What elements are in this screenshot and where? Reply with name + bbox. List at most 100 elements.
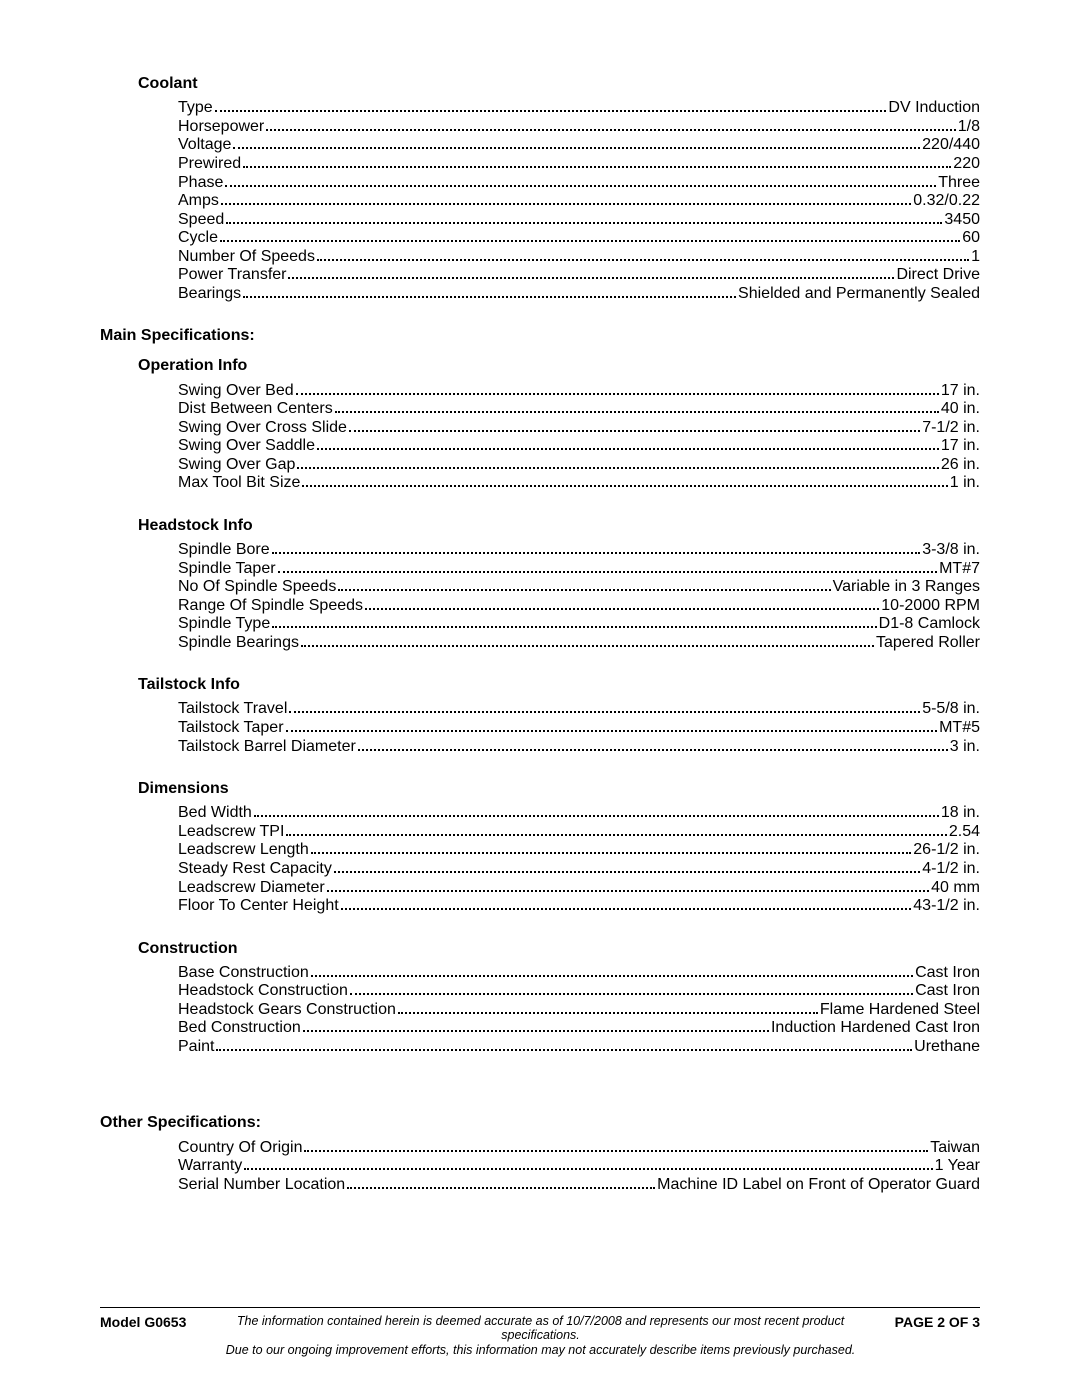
spec-label: Amps bbox=[178, 192, 219, 210]
spec-row: PaintUrethane bbox=[178, 1038, 980, 1057]
spec-label: Warranty bbox=[178, 1157, 242, 1175]
dot-leader bbox=[327, 878, 929, 891]
spec-value: DV Induction bbox=[888, 99, 980, 117]
spec-value: 18 in. bbox=[941, 804, 980, 822]
dot-leader bbox=[216, 1038, 912, 1051]
dot-leader bbox=[226, 210, 942, 223]
spec-row: Spindle Bore3-3/8 in. bbox=[178, 541, 980, 560]
spec-row: Spindle TypeD1-8 Camlock bbox=[178, 615, 980, 634]
footer-model: Model G0653 bbox=[100, 1314, 186, 1330]
dot-leader bbox=[278, 559, 938, 572]
footer-divider bbox=[100, 1307, 980, 1308]
spec-row: No Of Spindle Speeds Variable in 3 Ranges bbox=[178, 578, 980, 597]
dot-leader bbox=[349, 419, 920, 432]
dot-leader bbox=[244, 1157, 932, 1170]
spec-value: 60 bbox=[962, 229, 980, 247]
dot-leader bbox=[335, 400, 939, 413]
spec-value: Taiwan bbox=[930, 1139, 980, 1157]
dimensions-rows: Bed Width18 in.Leadscrew TPI2.54Leadscre… bbox=[178, 804, 980, 915]
spec-value: 40 mm bbox=[931, 879, 980, 897]
dot-leader bbox=[301, 634, 874, 647]
spec-value: 1 Year bbox=[935, 1157, 980, 1175]
spec-label: Leadscrew Diameter bbox=[178, 879, 325, 897]
spec-value: 17 in. bbox=[941, 437, 980, 455]
headstock-heading: Headstock Info bbox=[138, 517, 980, 535]
spec-label: Spindle Bearings bbox=[178, 634, 299, 652]
spec-value: 2.54 bbox=[949, 823, 980, 841]
spec-page: Coolant Type DV Induction Horsepower 1/8Vol… bbox=[0, 0, 1080, 1194]
dot-leader bbox=[297, 456, 938, 469]
dot-leader bbox=[365, 597, 879, 610]
spec-row: Dist Between Centers40 in. bbox=[178, 400, 980, 419]
spec-value: 220/440 bbox=[922, 136, 980, 154]
dot-leader bbox=[358, 737, 948, 750]
spec-row: Bed Width18 in. bbox=[178, 804, 980, 823]
construction-rows: Base ConstructionCast IronHeadstock Cons… bbox=[178, 964, 980, 1057]
spec-value: 0.32/0.22 bbox=[913, 192, 980, 210]
dot-leader bbox=[302, 474, 947, 487]
spec-row: Steady Rest Capacity4-1/2 in. bbox=[178, 860, 980, 879]
spec-value: Direct Drive bbox=[896, 266, 980, 284]
spec-row: Prewired220 bbox=[178, 155, 980, 174]
footer-disclaimer: The information contained herein is deem… bbox=[186, 1314, 894, 1357]
footer-page: PAGE 2 OF 3 bbox=[895, 1314, 980, 1330]
spec-label: No Of Spindle Speeds bbox=[178, 578, 336, 596]
spec-label: Bearings bbox=[178, 285, 241, 303]
other-rows: Country Of OriginTaiwanWarranty1 YearSer… bbox=[178, 1138, 980, 1194]
dot-leader bbox=[233, 136, 920, 149]
spec-row: Tailstock TaperMT#5 bbox=[178, 719, 980, 738]
spec-row: PhaseThree bbox=[178, 173, 980, 192]
dot-leader bbox=[272, 541, 921, 554]
spec-value: 26 in. bbox=[941, 456, 980, 474]
spec-row: Swing Over Gap26 in. bbox=[178, 456, 980, 475]
spec-row: Base ConstructionCast Iron bbox=[178, 964, 980, 983]
spec-row: Spindle BearingsTapered Roller bbox=[178, 634, 980, 653]
spec-label: Headstock Construction bbox=[178, 982, 348, 1000]
dot-leader bbox=[288, 266, 894, 279]
spec-row: Voltage220/440 bbox=[178, 136, 980, 155]
spec-value: 7-1/2 in. bbox=[922, 419, 980, 437]
dot-leader bbox=[303, 1019, 769, 1032]
dot-leader bbox=[220, 229, 960, 242]
spec-label: Prewired bbox=[178, 155, 241, 173]
spec-label: Swing Over Cross Slide bbox=[178, 419, 347, 437]
spec-value: Shielded and Permanently Sealed bbox=[738, 285, 980, 303]
dot-leader bbox=[311, 964, 913, 977]
spec-label: Leadscrew TPI bbox=[178, 823, 284, 841]
spec-label: Horsepower bbox=[178, 118, 264, 136]
spec-row: Warranty 1 Year bbox=[178, 1157, 980, 1176]
spec-row: Leadscrew Length26-1/2 in. bbox=[178, 841, 980, 860]
main-specs-heading: Main Specifications: bbox=[100, 327, 980, 345]
spec-value: 1/8 bbox=[958, 118, 980, 136]
dot-leader bbox=[254, 804, 939, 817]
dot-leader bbox=[286, 719, 938, 732]
spec-label: Base Construction bbox=[178, 964, 309, 982]
page-footer: Model G0653 The information contained he… bbox=[100, 1307, 980, 1357]
spec-label: Range Of Spindle Speeds bbox=[178, 597, 363, 615]
spec-label: Type bbox=[178, 99, 213, 117]
spec-value: Machine ID Label on Front of Operator Gu… bbox=[657, 1176, 980, 1194]
disclaimer-line1: The information contained herein is deem… bbox=[237, 1314, 844, 1342]
dot-leader bbox=[243, 155, 951, 168]
spec-row: Headstock Gears ConstructionFlame Harden… bbox=[178, 1001, 980, 1020]
spec-label: Paint bbox=[178, 1038, 214, 1056]
tailstock-heading: Tailstock Info bbox=[138, 676, 980, 694]
spec-row: Speed3450 bbox=[178, 210, 980, 229]
spec-row: Swing Over Cross Slide 7-1/2 in. bbox=[178, 419, 980, 438]
spec-label: Speed bbox=[178, 211, 224, 229]
spec-row: Horsepower 1/8 bbox=[178, 118, 980, 137]
spec-label: Power Transfer bbox=[178, 266, 286, 284]
spec-row: Number Of Speeds1 bbox=[178, 248, 980, 267]
dot-leader bbox=[334, 860, 920, 873]
spec-value: 26-1/2 in. bbox=[913, 841, 980, 859]
dot-leader bbox=[311, 841, 912, 854]
spec-value: 3-3/8 in. bbox=[922, 541, 980, 559]
spec-label: Headstock Gears Construction bbox=[178, 1001, 396, 1019]
headstock-rows: Spindle Bore3-3/8 in.Spindle TaperMT#7No… bbox=[178, 541, 980, 652]
spec-value: Variable in 3 Ranges bbox=[833, 578, 980, 596]
spec-label: Swing Over Saddle bbox=[178, 437, 315, 455]
coolant-heading: Coolant bbox=[138, 75, 980, 93]
spec-row: Tailstock Barrel Diameter3 in. bbox=[178, 737, 980, 756]
spec-label: Floor To Center Height bbox=[178, 897, 339, 915]
spec-label: Spindle Taper bbox=[178, 560, 276, 578]
